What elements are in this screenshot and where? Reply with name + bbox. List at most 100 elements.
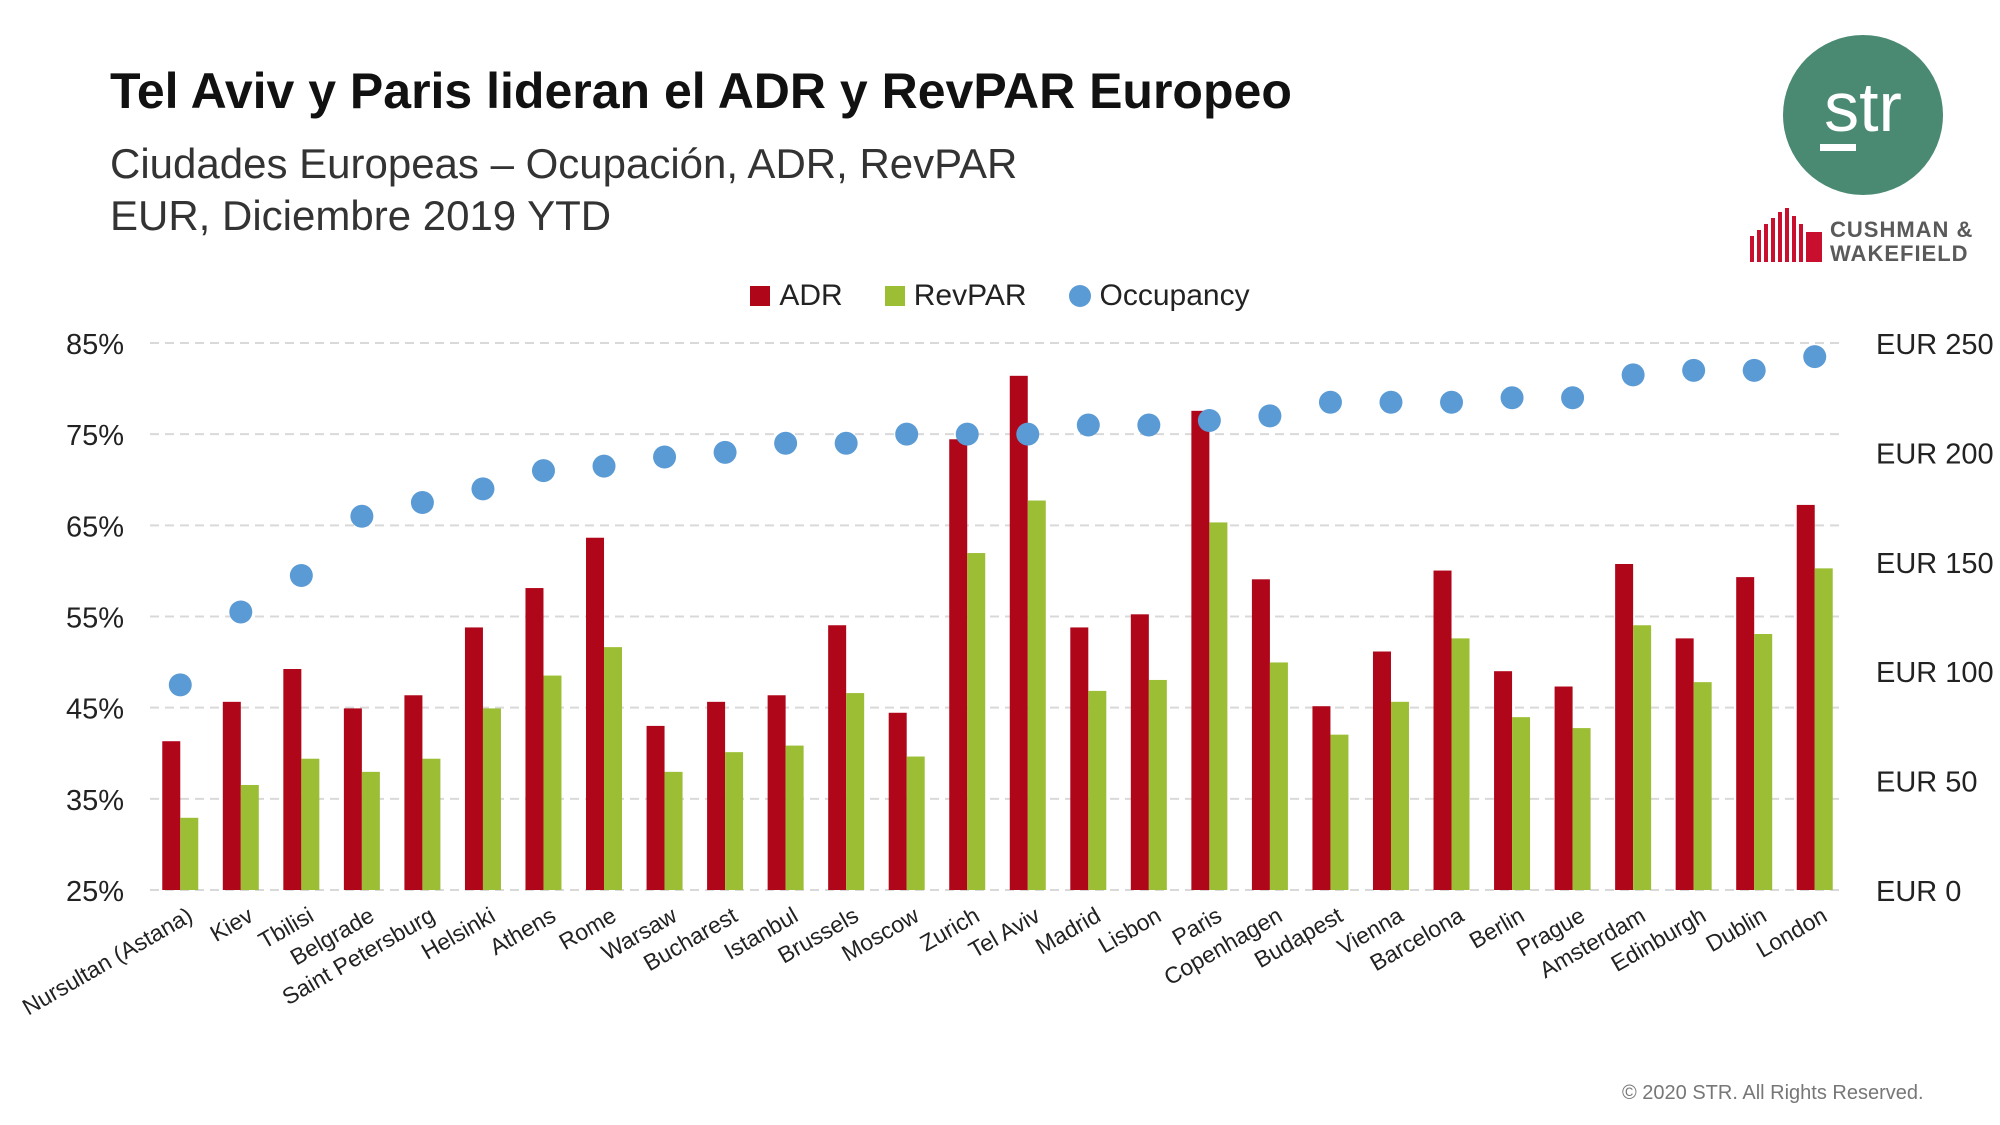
y-left-tick-label: 65% bbox=[66, 511, 124, 543]
x-tick-label: Nursultan (Astana) bbox=[18, 902, 197, 1020]
bar-adr bbox=[888, 712, 907, 890]
bar-revpar bbox=[1269, 662, 1288, 890]
bar-adr bbox=[283, 669, 302, 890]
legend-item-adr: ADR bbox=[750, 278, 843, 314]
bar-adr bbox=[1494, 671, 1513, 890]
str-logo-text: str bbox=[1824, 67, 1902, 146]
bar-adr bbox=[767, 695, 786, 890]
legend-label-occupancy: Occupancy bbox=[1099, 279, 1250, 312]
point-occupancy bbox=[592, 454, 616, 478]
bar-adr bbox=[222, 701, 241, 890]
bar-revpar bbox=[1814, 568, 1833, 890]
partner-logo-text: CUSHMAN & WAKEFIELD bbox=[1830, 218, 1973, 266]
point-occupancy bbox=[1197, 408, 1221, 432]
point-occupancy bbox=[1561, 386, 1585, 410]
partner-line-2: WAKEFIELD bbox=[1830, 241, 1969, 266]
point-occupancy bbox=[774, 431, 798, 455]
point-occupancy bbox=[1621, 363, 1645, 387]
bar-adr bbox=[707, 701, 726, 890]
bar-revpar bbox=[240, 784, 259, 890]
bar-adr bbox=[586, 537, 605, 890]
bar-adr bbox=[343, 708, 362, 890]
y-right-tick-label: EUR 150 bbox=[1876, 548, 1994, 580]
bar-revpar bbox=[301, 758, 320, 890]
point-occupancy bbox=[834, 431, 858, 455]
bar-revpar bbox=[543, 675, 562, 890]
y-left-tick-label: 35% bbox=[66, 785, 124, 817]
legend-swatch-adr bbox=[750, 286, 771, 306]
bar-adr bbox=[1070, 627, 1089, 890]
chart-title: Tel Aviv y Paris lideran el ADR y RevPAR… bbox=[110, 63, 1292, 119]
bar-adr bbox=[1433, 570, 1452, 890]
x-tick-label: London bbox=[1752, 902, 1831, 963]
point-occupancy bbox=[350, 504, 374, 528]
bar-adr bbox=[646, 725, 665, 890]
point-occupancy bbox=[410, 491, 434, 515]
x-tick-label: Athens bbox=[485, 902, 560, 960]
point-occupancy bbox=[1379, 390, 1403, 414]
str-logo: str bbox=[1783, 35, 1943, 195]
bar-adr bbox=[949, 439, 968, 890]
bar-revpar bbox=[1390, 701, 1409, 890]
bar-revpar bbox=[967, 553, 986, 890]
point-occupancy bbox=[955, 422, 979, 446]
x-tick-label: Madrid bbox=[1031, 902, 1105, 960]
point-occupancy bbox=[895, 422, 919, 446]
y-right-tick-label: EUR 200 bbox=[1876, 438, 1994, 470]
bar-adr bbox=[464, 627, 483, 890]
x-tick-label: Tel Aviv bbox=[964, 902, 1045, 964]
bar-revpar bbox=[1330, 734, 1349, 890]
bar-adr bbox=[1554, 686, 1573, 890]
point-occupancy bbox=[168, 673, 192, 697]
bar-adr bbox=[1796, 504, 1815, 890]
legend-label-adr: ADR bbox=[779, 279, 843, 312]
point-occupancy bbox=[1440, 390, 1464, 414]
y-right-tick-label: EUR 250 bbox=[1876, 329, 1994, 361]
y-left-tick-label: 25% bbox=[66, 876, 124, 908]
point-occupancy bbox=[471, 477, 495, 501]
point-occupancy bbox=[1500, 386, 1524, 410]
y-right-tick-label: EUR 50 bbox=[1876, 767, 1978, 799]
legend-swatch-revpar bbox=[884, 286, 905, 306]
bar-revpar bbox=[361, 771, 380, 890]
point-occupancy bbox=[1076, 413, 1100, 437]
y-left-tick-label: 75% bbox=[66, 420, 124, 452]
bar-adr bbox=[1009, 375, 1028, 890]
bar-revpar bbox=[664, 771, 683, 890]
bar-adr bbox=[1372, 651, 1391, 890]
bar-revpar bbox=[1633, 625, 1652, 890]
copyright-text: © 2020 STR. All Rights Reserved. bbox=[1622, 1082, 1924, 1104]
point-occupancy bbox=[1803, 345, 1827, 369]
point-occupancy bbox=[1258, 404, 1282, 428]
bar-revpar bbox=[482, 708, 501, 890]
bar-revpar bbox=[1512, 717, 1531, 890]
cushman-wakefield-logo-icon bbox=[1750, 208, 1822, 262]
point-occupancy bbox=[713, 440, 737, 464]
bar-adr bbox=[828, 625, 847, 890]
point-occupancy bbox=[653, 445, 677, 469]
point-occupancy bbox=[1682, 358, 1706, 382]
legend-item-occupancy: Occupancy bbox=[1068, 278, 1250, 314]
y-right-tick-label: EUR 0 bbox=[1876, 876, 1961, 908]
chart-subtitle: Ciudades Europeas – Ocupación, ADR, RevP… bbox=[110, 138, 1017, 242]
point-occupancy bbox=[289, 563, 313, 587]
subtitle-line-1: Ciudades Europeas – Ocupación, ADR, RevP… bbox=[110, 140, 1018, 187]
legend-item-revpar: RevPAR bbox=[884, 278, 1027, 314]
legend-swatch-occupancy bbox=[1068, 285, 1091, 307]
chart-legend: ADR RevPAR Occupancy bbox=[0, 278, 2000, 314]
bar-revpar bbox=[1693, 682, 1712, 890]
str-logo-underline bbox=[1820, 143, 1856, 151]
bar-revpar bbox=[422, 758, 441, 890]
bar-revpar bbox=[1754, 634, 1773, 890]
bar-revpar bbox=[1088, 690, 1107, 890]
y-left-tick-label: 45% bbox=[66, 694, 124, 726]
bar-revpar bbox=[180, 817, 199, 890]
y-left-tick-label: 85% bbox=[66, 329, 124, 361]
point-occupancy bbox=[1318, 390, 1342, 414]
bar-revpar bbox=[1572, 728, 1591, 890]
point-occupancy bbox=[1742, 358, 1766, 382]
bar-adr bbox=[1130, 614, 1149, 890]
partner-line-1: CUSHMAN & bbox=[1830, 217, 1974, 242]
point-occupancy bbox=[229, 600, 253, 624]
